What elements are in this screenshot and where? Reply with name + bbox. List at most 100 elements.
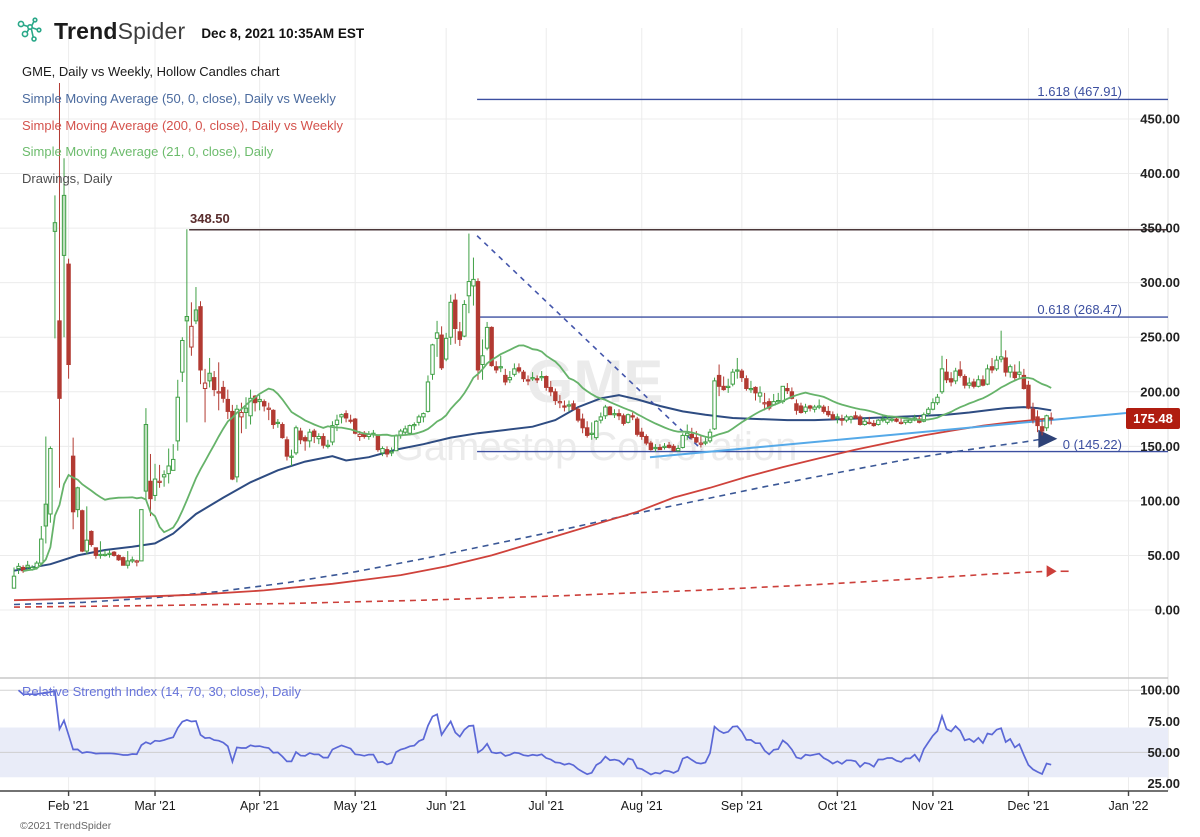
candle-body bbox=[803, 406, 808, 412]
candle-body bbox=[16, 565, 21, 570]
sma21-daily-line bbox=[22, 344, 1052, 572]
candle-body bbox=[962, 376, 967, 386]
candle-body bbox=[280, 424, 285, 439]
candle-body bbox=[839, 418, 845, 421]
candle-body bbox=[776, 400, 781, 403]
candle-body bbox=[648, 442, 654, 451]
candle-body bbox=[25, 564, 30, 568]
candle-body bbox=[903, 419, 908, 423]
price-axis-label: 450.00 bbox=[1140, 112, 1180, 127]
fib-label-0618: 0.618 (268.47) bbox=[1037, 302, 1122, 317]
x-axis-label: Mar '21 bbox=[134, 799, 175, 813]
candle-body bbox=[480, 355, 485, 366]
candle-body bbox=[148, 480, 153, 500]
candle-body bbox=[939, 368, 945, 393]
rsi-legend: Relative Strength Index (14, 70, 30, clo… bbox=[22, 684, 301, 699]
candle-body bbox=[225, 398, 231, 412]
candle-body bbox=[466, 281, 472, 297]
candle-body bbox=[584, 427, 590, 436]
price-axis-label: 100.00 bbox=[1140, 493, 1180, 508]
candle-body bbox=[785, 388, 790, 392]
x-axis-label: Aug '21 bbox=[621, 799, 663, 813]
candle-body bbox=[862, 420, 867, 426]
candle-body bbox=[321, 436, 326, 446]
candle-body bbox=[189, 325, 194, 348]
candle-body bbox=[166, 465, 171, 475]
blue-trendline bbox=[649, 408, 1168, 459]
candle-body bbox=[207, 372, 212, 382]
rsi-line bbox=[17, 689, 1052, 776]
candle-body bbox=[748, 388, 754, 391]
candle-body bbox=[725, 385, 731, 389]
candle-body bbox=[453, 299, 458, 329]
candle-body bbox=[694, 437, 699, 443]
candle-body bbox=[816, 405, 822, 408]
candle-body bbox=[175, 396, 180, 442]
candle-body bbox=[657, 446, 663, 451]
candle-body bbox=[1026, 384, 1031, 409]
candle-body bbox=[1008, 366, 1013, 373]
candle-body bbox=[826, 410, 831, 416]
candle-body bbox=[384, 449, 390, 455]
candle-body bbox=[475, 281, 481, 371]
candle-body bbox=[848, 416, 854, 420]
candle-body bbox=[221, 386, 226, 399]
candle-body bbox=[575, 408, 581, 421]
candle-body bbox=[52, 222, 58, 232]
candle-body bbox=[70, 455, 76, 513]
candle-body bbox=[443, 337, 449, 360]
candle-body bbox=[867, 421, 872, 425]
candle-body bbox=[1039, 426, 1045, 432]
candle-body bbox=[730, 371, 735, 385]
candle-body bbox=[230, 410, 235, 480]
candle-body bbox=[157, 480, 162, 483]
candle-body bbox=[298, 430, 303, 441]
candle-body bbox=[889, 418, 895, 421]
candle-body bbox=[80, 510, 85, 552]
candle-body bbox=[439, 334, 444, 369]
candle-body bbox=[998, 356, 1004, 360]
candle-body bbox=[907, 419, 913, 423]
legend-sma200: Simple Moving Average (200, 0, close), D… bbox=[22, 117, 344, 133]
x-axis-label: May '21 bbox=[333, 799, 376, 813]
candle-body bbox=[234, 408, 240, 478]
candle-body bbox=[498, 366, 503, 369]
candle-body bbox=[853, 415, 858, 419]
candle-body bbox=[130, 559, 135, 562]
legend-drawings: Drawings, Daily bbox=[22, 170, 113, 186]
candle-body bbox=[198, 306, 203, 371]
candle-body bbox=[580, 418, 585, 429]
candle-body bbox=[857, 416, 863, 426]
candle-body bbox=[434, 332, 440, 339]
candle-body bbox=[343, 413, 349, 419]
brand-spider: Spider bbox=[117, 17, 186, 44]
candle-body bbox=[1048, 417, 1054, 420]
candle-body bbox=[493, 366, 499, 371]
candle-body bbox=[257, 398, 262, 403]
candle-body bbox=[562, 405, 567, 408]
candle-body bbox=[289, 455, 294, 458]
rsi-axis-label: 100.00 bbox=[1140, 683, 1180, 698]
candle-body bbox=[598, 416, 604, 421]
candle-body bbox=[161, 474, 167, 478]
candle-body bbox=[539, 376, 544, 379]
candle-body bbox=[503, 374, 508, 383]
candle-body bbox=[412, 424, 417, 427]
candle-body bbox=[635, 418, 640, 435]
candle-body bbox=[994, 359, 999, 370]
candle-body bbox=[666, 444, 672, 448]
candle-body bbox=[1017, 371, 1022, 375]
candle-body bbox=[266, 407, 271, 410]
candle-body bbox=[125, 560, 130, 566]
x-axis-label: Dec '21 bbox=[1007, 799, 1049, 813]
candle-body bbox=[352, 418, 358, 434]
candle-body bbox=[143, 424, 149, 492]
candle-body bbox=[216, 391, 221, 394]
candle-body bbox=[735, 369, 740, 372]
candle-body bbox=[712, 380, 717, 430]
candle-body bbox=[607, 406, 613, 416]
legend-sma50: Simple Moving Average (50, 0, close), Da… bbox=[22, 91, 336, 106]
candle-body bbox=[57, 320, 62, 399]
candle-body bbox=[421, 413, 426, 418]
